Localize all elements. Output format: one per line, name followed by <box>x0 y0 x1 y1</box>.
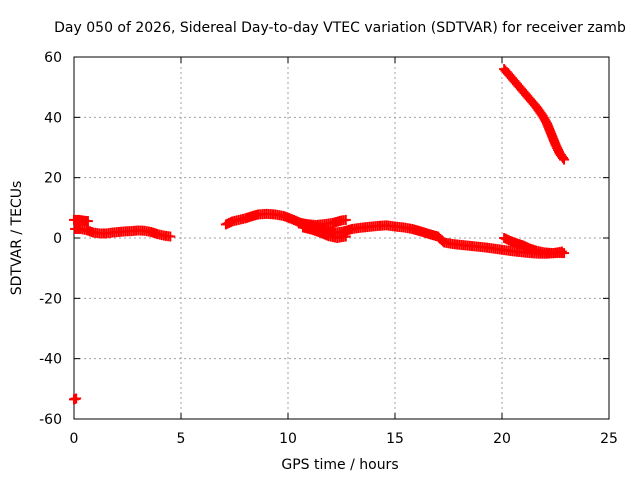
y-tick-label: 20 <box>44 171 62 187</box>
x-axis-label: GPS time / hours <box>281 457 398 473</box>
data-point <box>340 231 351 242</box>
y-tick-label: -60 <box>39 412 62 428</box>
x-tick-label: 10 <box>279 431 297 447</box>
y-tick-label: 60 <box>44 50 62 66</box>
x-tick-label: 25 <box>600 431 618 447</box>
data-point <box>71 393 82 404</box>
y-axis-label: SDTVAR / TECUs <box>9 181 25 296</box>
x-tick-label: 5 <box>177 431 186 447</box>
chart-title: Day 050 of 2026, Sidereal Day-to-day VTE… <box>54 20 626 36</box>
y-tick-label: -20 <box>39 291 62 307</box>
y-tick-label: 0 <box>53 231 62 247</box>
y-tick-label: -40 <box>39 352 62 368</box>
data-layer <box>69 64 570 405</box>
x-tick-label: 0 <box>70 431 79 447</box>
axis-layer: 0 5 10 15 20 25 -60 -40 -20 0 20 40 60 <box>39 50 618 447</box>
data-point <box>82 216 93 227</box>
y-tick-label: 40 <box>44 110 62 126</box>
data-point <box>559 154 570 165</box>
data-point <box>557 153 568 164</box>
data-point <box>340 214 351 225</box>
data-point <box>556 246 567 257</box>
x-tick-label: 15 <box>386 431 404 447</box>
grid-layer <box>74 57 609 419</box>
data-point <box>165 231 176 242</box>
x-tick-label: 20 <box>493 431 511 447</box>
